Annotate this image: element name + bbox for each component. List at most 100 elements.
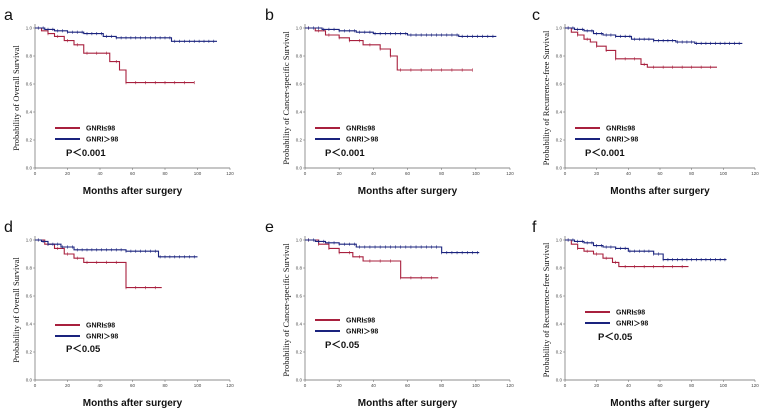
y-tick-label: 0.0 xyxy=(26,166,33,171)
x-tick-label: 20 xyxy=(337,171,343,176)
y-tick-label: 0.8 xyxy=(26,54,33,59)
km-panel-d: d 0 20 40 60 80 100 120 0.0 0.2 0.4 0.6 0.8 1.0 Probab… xyxy=(4,219,234,409)
x-tick-label: 20 xyxy=(594,171,600,176)
series-line-gnri-low xyxy=(565,239,689,268)
p-value-label: P＜0.001 xyxy=(325,148,365,159)
y-axis-title: Probability of Overall Survival xyxy=(11,257,21,363)
y-tick-label: 0.2 xyxy=(556,138,563,143)
x-tick-label: 60 xyxy=(405,383,411,388)
series-line-gnri-low xyxy=(565,27,717,68)
y-tick-label: 0.0 xyxy=(556,378,563,383)
x-tick-label: 0 xyxy=(304,171,307,176)
panel-label: b xyxy=(265,7,274,24)
y-tick-label: 0.4 xyxy=(26,110,33,115)
x-tick-label: 40 xyxy=(626,383,632,388)
y-tick-label: 1.0 xyxy=(296,26,303,31)
y-tick-label: 0.6 xyxy=(556,294,563,299)
y-tick-label: 0.2 xyxy=(26,138,33,143)
x-tick-label: 120 xyxy=(226,171,234,176)
x-tick-label: 0 xyxy=(304,383,307,388)
legend-label-gnri-low: GNRI≤98 xyxy=(86,323,115,330)
y-tick-label: 1.0 xyxy=(26,238,33,243)
x-tick-label: 0 xyxy=(564,171,567,176)
y-axis-title: Probability of Recurrence-free Survival xyxy=(541,30,551,165)
x-tick-label: 60 xyxy=(130,171,136,176)
x-tick-label: 20 xyxy=(65,383,71,388)
y-tick-label: 0.8 xyxy=(296,266,303,271)
x-tick-label: 80 xyxy=(162,171,168,176)
x-tick-label: 120 xyxy=(506,171,514,176)
y-tick-label: 0.6 xyxy=(296,294,303,299)
y-tick-label: 0.8 xyxy=(26,266,33,271)
y-tick-label: 0.4 xyxy=(296,322,303,327)
x-tick-label: 0 xyxy=(34,171,37,176)
x-tick-label: 80 xyxy=(439,171,445,176)
series-line-gnri-low xyxy=(35,27,195,84)
y-tick-label: 0.8 xyxy=(556,54,563,59)
panel-label: e xyxy=(265,219,274,236)
panel-label: d xyxy=(4,219,13,236)
legend-label-gnri-high: GNRI＞98 xyxy=(606,136,638,144)
y-tick-label: 0.0 xyxy=(296,166,303,171)
x-axis-title: Months after surgery xyxy=(610,398,710,409)
km-panel-a: a 0 20 40 60 80 100 120 0.0 0.2 0.4 0.6 0.8 1.0 Probab… xyxy=(4,7,234,197)
legend-label-gnri-low: GNRI≤98 xyxy=(86,126,115,133)
x-tick-label: 100 xyxy=(472,171,480,176)
y-axis-title: Probability of Cancer-specific Survival xyxy=(281,31,291,165)
y-tick-label: 0.8 xyxy=(556,266,563,271)
x-tick-label: 60 xyxy=(657,171,663,176)
legend-label-gnri-high: GNRI＞98 xyxy=(346,328,378,336)
x-tick-label: 80 xyxy=(689,383,695,388)
legend-label-gnri-low: GNRI≤98 xyxy=(606,126,635,133)
x-tick-label: 40 xyxy=(371,171,377,176)
x-tick-label: 100 xyxy=(720,383,728,388)
x-tick-label: 120 xyxy=(751,171,759,176)
x-tick-label: 40 xyxy=(97,383,103,388)
legend-label-gnri-high: GNRI＞98 xyxy=(346,136,378,144)
x-tick-label: 40 xyxy=(371,383,377,388)
y-axis-title: Probability of Cancer-specific Survival xyxy=(281,243,291,377)
y-tick-label: 1.0 xyxy=(556,26,563,31)
x-axis-title: Months after surgery xyxy=(610,186,710,197)
y-tick-label: 0.0 xyxy=(26,378,33,383)
y-tick-label: 1.0 xyxy=(556,238,563,243)
y-tick-label: 0.4 xyxy=(556,110,563,115)
x-tick-label: 60 xyxy=(130,383,136,388)
x-tick-label: 120 xyxy=(751,383,759,388)
panel-label: c xyxy=(532,7,540,24)
p-value-label: P＜0.001 xyxy=(585,148,625,159)
x-tick-label: 120 xyxy=(506,383,514,388)
x-tick-label: 100 xyxy=(472,383,480,388)
x-tick-label: 60 xyxy=(405,171,411,176)
y-tick-label: 0.6 xyxy=(26,294,33,299)
y-tick-label: 0.6 xyxy=(296,82,303,87)
legend-label-gnri-low: GNRI≤98 xyxy=(346,318,375,325)
x-tick-label: 100 xyxy=(720,171,728,176)
y-tick-label: 0.6 xyxy=(26,82,33,87)
p-value-label: P＜0.05 xyxy=(66,344,101,355)
p-value-label: P＜0.05 xyxy=(325,340,360,351)
x-tick-label: 20 xyxy=(337,383,343,388)
legend-label-gnri-low: GNRI≤98 xyxy=(616,310,645,317)
p-value-label: P＜0.05 xyxy=(598,332,633,343)
y-tick-label: 0.4 xyxy=(556,322,563,327)
panel-label: a xyxy=(4,7,13,24)
series-line-gnri-low xyxy=(35,239,162,289)
km-panel-c: c 0 20 40 60 80 100 120 0.0 0.2 0.4 0.6 0.8 1.0 Probab… xyxy=(532,7,759,197)
x-tick-label: 0 xyxy=(564,383,567,388)
series-line-gnri-low xyxy=(305,239,439,279)
x-axis-title: Months after surgery xyxy=(358,398,458,409)
y-tick-label: 1.0 xyxy=(26,26,33,31)
km-panel-b: b 0 20 40 60 80 100 120 0.0 0.2 0.4 0.6 0.8 1.0 Probab… xyxy=(265,7,514,197)
x-tick-label: 120 xyxy=(226,383,234,388)
y-axis-title: Probability of Overall Survival xyxy=(11,45,21,151)
x-axis-title: Months after surgery xyxy=(83,186,183,197)
legend-label-gnri-high: GNRI＞98 xyxy=(86,136,118,144)
x-tick-label: 20 xyxy=(594,383,600,388)
x-axis-title: Months after surgery xyxy=(83,398,183,409)
km-panel-f: f 0 20 40 60 80 100 120 0.0 0.2 0.4 0.6 0.8 1.0 Probab… xyxy=(532,219,759,409)
y-tick-label: 0.2 xyxy=(556,350,563,355)
x-tick-label: 80 xyxy=(689,171,695,176)
x-tick-label: 0 xyxy=(34,383,37,388)
y-tick-label: 0.2 xyxy=(26,350,33,355)
